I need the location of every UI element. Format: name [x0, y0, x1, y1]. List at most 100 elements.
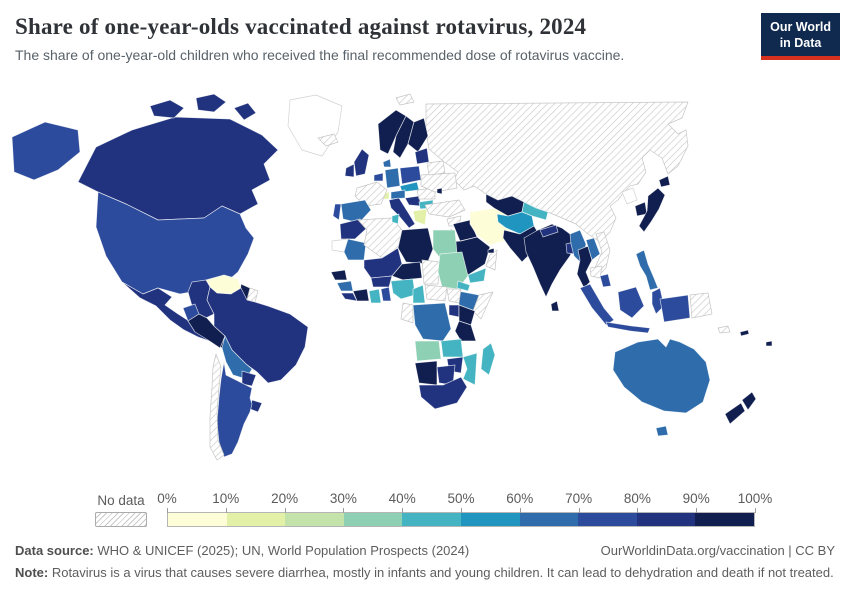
country-shape[interactable]	[414, 360, 438, 386]
country-shape[interactable]	[195, 93, 227, 113]
country-shape[interactable]	[11, 121, 81, 181]
country-shape[interactable]	[550, 300, 560, 312]
country-shape[interactable]	[448, 304, 460, 318]
country-shape[interactable]	[480, 342, 496, 376]
country-shape[interactable]	[382, 158, 392, 168]
country-shape[interactable]	[380, 286, 392, 302]
legend-bin[interactable]	[695, 513, 754, 526]
legend-bin[interactable]	[578, 513, 637, 526]
owid-logo[interactable]: Our World in Data	[761, 13, 840, 60]
country-shape[interactable]	[352, 288, 370, 302]
country-shape[interactable]	[414, 340, 442, 362]
country-shape[interactable]	[418, 376, 468, 410]
country-shape[interactable]	[651, 287, 665, 315]
country-shape[interactable]	[390, 278, 416, 300]
country-shape[interactable]	[659, 294, 691, 323]
country-shape[interactable]	[420, 172, 458, 193]
country-shape[interactable]	[373, 172, 384, 182]
territory-shape[interactable]	[287, 94, 343, 157]
country-shape[interactable]	[400, 302, 414, 324]
country-shape[interactable]	[397, 227, 434, 265]
country-shape[interactable]	[412, 284, 426, 304]
country-shape[interactable]	[617, 286, 645, 319]
country-shape[interactable]	[424, 284, 448, 302]
country-shape[interactable]	[414, 147, 430, 165]
rights-link[interactable]: OurWorldinData.org/vaccination | CC BY	[600, 543, 835, 558]
country-shape[interactable]	[741, 391, 757, 411]
country-shape[interactable]	[344, 163, 355, 178]
country-shape[interactable]	[425, 101, 689, 243]
country-shape[interactable]	[440, 338, 464, 358]
country-shape[interactable]	[216, 361, 253, 458]
country-shape[interactable]	[343, 238, 367, 261]
country-shape[interactable]	[724, 402, 746, 425]
country-shape[interactable]	[462, 352, 478, 386]
country-shape[interactable]	[390, 189, 406, 200]
country-shape[interactable]	[370, 275, 393, 288]
country-shape[interactable]	[424, 199, 466, 218]
legend-bin[interactable]	[285, 513, 344, 526]
territory-shape[interactable]	[621, 187, 638, 205]
country-shape[interactable]	[612, 338, 711, 414]
country-shape[interactable]	[658, 175, 671, 188]
legend-tick-mark	[696, 508, 698, 513]
country-shape[interactable]	[426, 160, 446, 176]
country-shape[interactable]	[638, 187, 666, 233]
country-shape[interactable]	[407, 117, 429, 153]
country-shape[interactable]	[523, 223, 576, 298]
country-shape[interactable]	[456, 280, 471, 292]
legend-bin[interactable]	[226, 513, 286, 526]
country-shape[interactable]	[585, 237, 601, 261]
country-shape[interactable]	[399, 165, 422, 185]
country-shape[interactable]	[421, 259, 441, 285]
country-shape[interactable]	[765, 340, 773, 347]
country-shape[interactable]	[395, 93, 415, 106]
country-shape[interactable]	[332, 203, 342, 221]
country-shape[interactable]	[336, 280, 354, 292]
country-shape[interactable]	[368, 288, 382, 304]
country-shape[interactable]	[391, 213, 400, 225]
country-shape[interactable]	[388, 197, 416, 229]
country-shape[interactable]	[454, 320, 477, 342]
country-shape[interactable]	[446, 288, 462, 304]
country-shape[interactable]	[330, 269, 348, 281]
legend-bin[interactable]	[636, 513, 696, 526]
legend-bin[interactable]	[519, 513, 579, 526]
country-shape[interactable]	[353, 148, 370, 177]
country-shape[interactable]	[412, 208, 428, 226]
note-text: Rotavirus is a virus that causes severe …	[48, 565, 834, 580]
country-shape[interactable]	[467, 267, 487, 284]
country-shape[interactable]	[487, 247, 495, 254]
country-shape[interactable]	[317, 133, 339, 147]
country-shape[interactable]	[594, 231, 611, 277]
legend-tick-label: 80%	[623, 491, 651, 506]
legend-bin[interactable]	[168, 513, 227, 526]
country-shape[interactable]	[241, 370, 257, 387]
country-shape[interactable]	[655, 425, 669, 437]
country-shape[interactable]	[384, 167, 401, 189]
country-shape[interactable]	[589, 265, 603, 279]
country-shape[interactable]	[579, 283, 615, 326]
country-shape[interactable]	[436, 187, 443, 195]
country-shape[interactable]	[339, 218, 368, 240]
legend-no-data-swatch[interactable]	[95, 512, 147, 527]
legend-bin[interactable]	[460, 513, 520, 526]
country-shape[interactable]	[635, 249, 659, 291]
country-shape[interactable]	[689, 292, 713, 319]
country-shape[interactable]	[472, 291, 494, 320]
country-shape[interactable]	[599, 273, 612, 288]
country-shape[interactable]	[485, 249, 498, 271]
legend-bin[interactable]	[343, 513, 403, 526]
legend-tick-label: 20%	[271, 491, 299, 506]
country-shape[interactable]	[539, 224, 559, 238]
country-shape[interactable]	[717, 325, 731, 334]
country-shape[interactable]	[233, 102, 257, 121]
country-shape[interactable]	[605, 321, 651, 334]
country-shape[interactable]	[340, 199, 372, 224]
world-choropleth-map[interactable]	[0, 92, 850, 492]
country-shape[interactable]	[149, 99, 185, 119]
country-shape[interactable]	[412, 302, 452, 342]
country-shape[interactable]	[739, 329, 750, 337]
country-shape[interactable]	[209, 353, 225, 461]
legend-bin[interactable]	[402, 513, 461, 526]
